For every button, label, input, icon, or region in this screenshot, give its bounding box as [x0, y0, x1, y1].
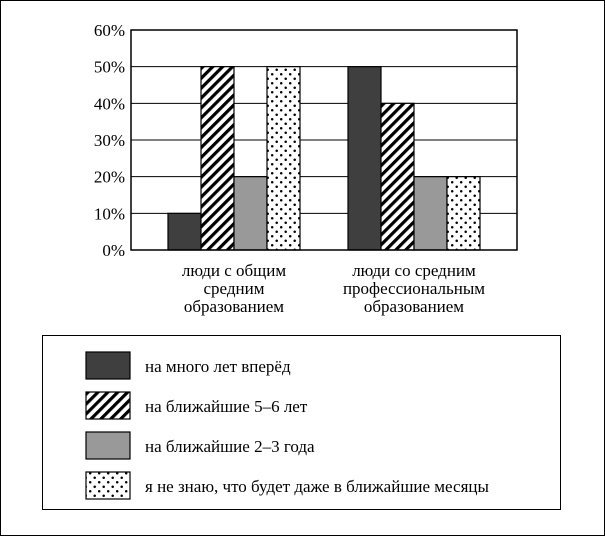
plot-frame	[130, 29, 518, 251]
legend-swatch	[85, 471, 131, 500]
bar-chart: 0% 10% 20% 30% 40% 50% 60% люди с общимсредним…	[94, 21, 518, 316]
legend-label: я не знаю, что будет даже в ближайшие ме…	[145, 477, 489, 496]
bar	[446, 176, 481, 251]
y-tick-label: 40%	[94, 94, 125, 113]
category-label: образованием	[184, 297, 284, 316]
category-label: люди со средним	[352, 261, 476, 280]
plot-border	[130, 29, 518, 251]
bar	[200, 66, 235, 251]
legend-swatch	[85, 391, 131, 420]
y-tick-label: 10%	[94, 204, 125, 223]
category-label: образованием	[364, 297, 464, 316]
y-tick-label: 50%	[94, 58, 125, 77]
category-label: средним	[204, 279, 265, 298]
legend-label: на ближайшие 5–6 лет	[145, 397, 308, 416]
legend: на много лет вперёд на ближайшие 5–6 лет н…	[42, 335, 561, 510]
y-tick-label: 30%	[94, 131, 125, 150]
y-tick-label: 20%	[94, 168, 125, 187]
legend-label: на ближайшие 2–3 года	[145, 437, 315, 456]
bar	[233, 176, 268, 251]
bar	[413, 176, 448, 251]
bar	[380, 102, 415, 251]
bars	[167, 66, 481, 251]
y-tick-labels: 0% 10% 20% 30% 40% 50% 60%	[94, 21, 125, 260]
legend-swatch	[85, 431, 131, 460]
legend-items: на много лет вперёд на ближайшие 5–6 лет н…	[85, 351, 489, 500]
legend-label: на много лет вперёд	[145, 357, 291, 376]
category-label: люди с общим	[182, 261, 286, 280]
legend-swatch	[85, 351, 131, 380]
bar	[347, 66, 382, 251]
y-tick-label: 0%	[102, 241, 125, 260]
y-tick-label: 60%	[94, 21, 125, 40]
bar	[167, 212, 202, 251]
category-label: профессиональным	[343, 279, 485, 298]
bar	[266, 66, 301, 251]
